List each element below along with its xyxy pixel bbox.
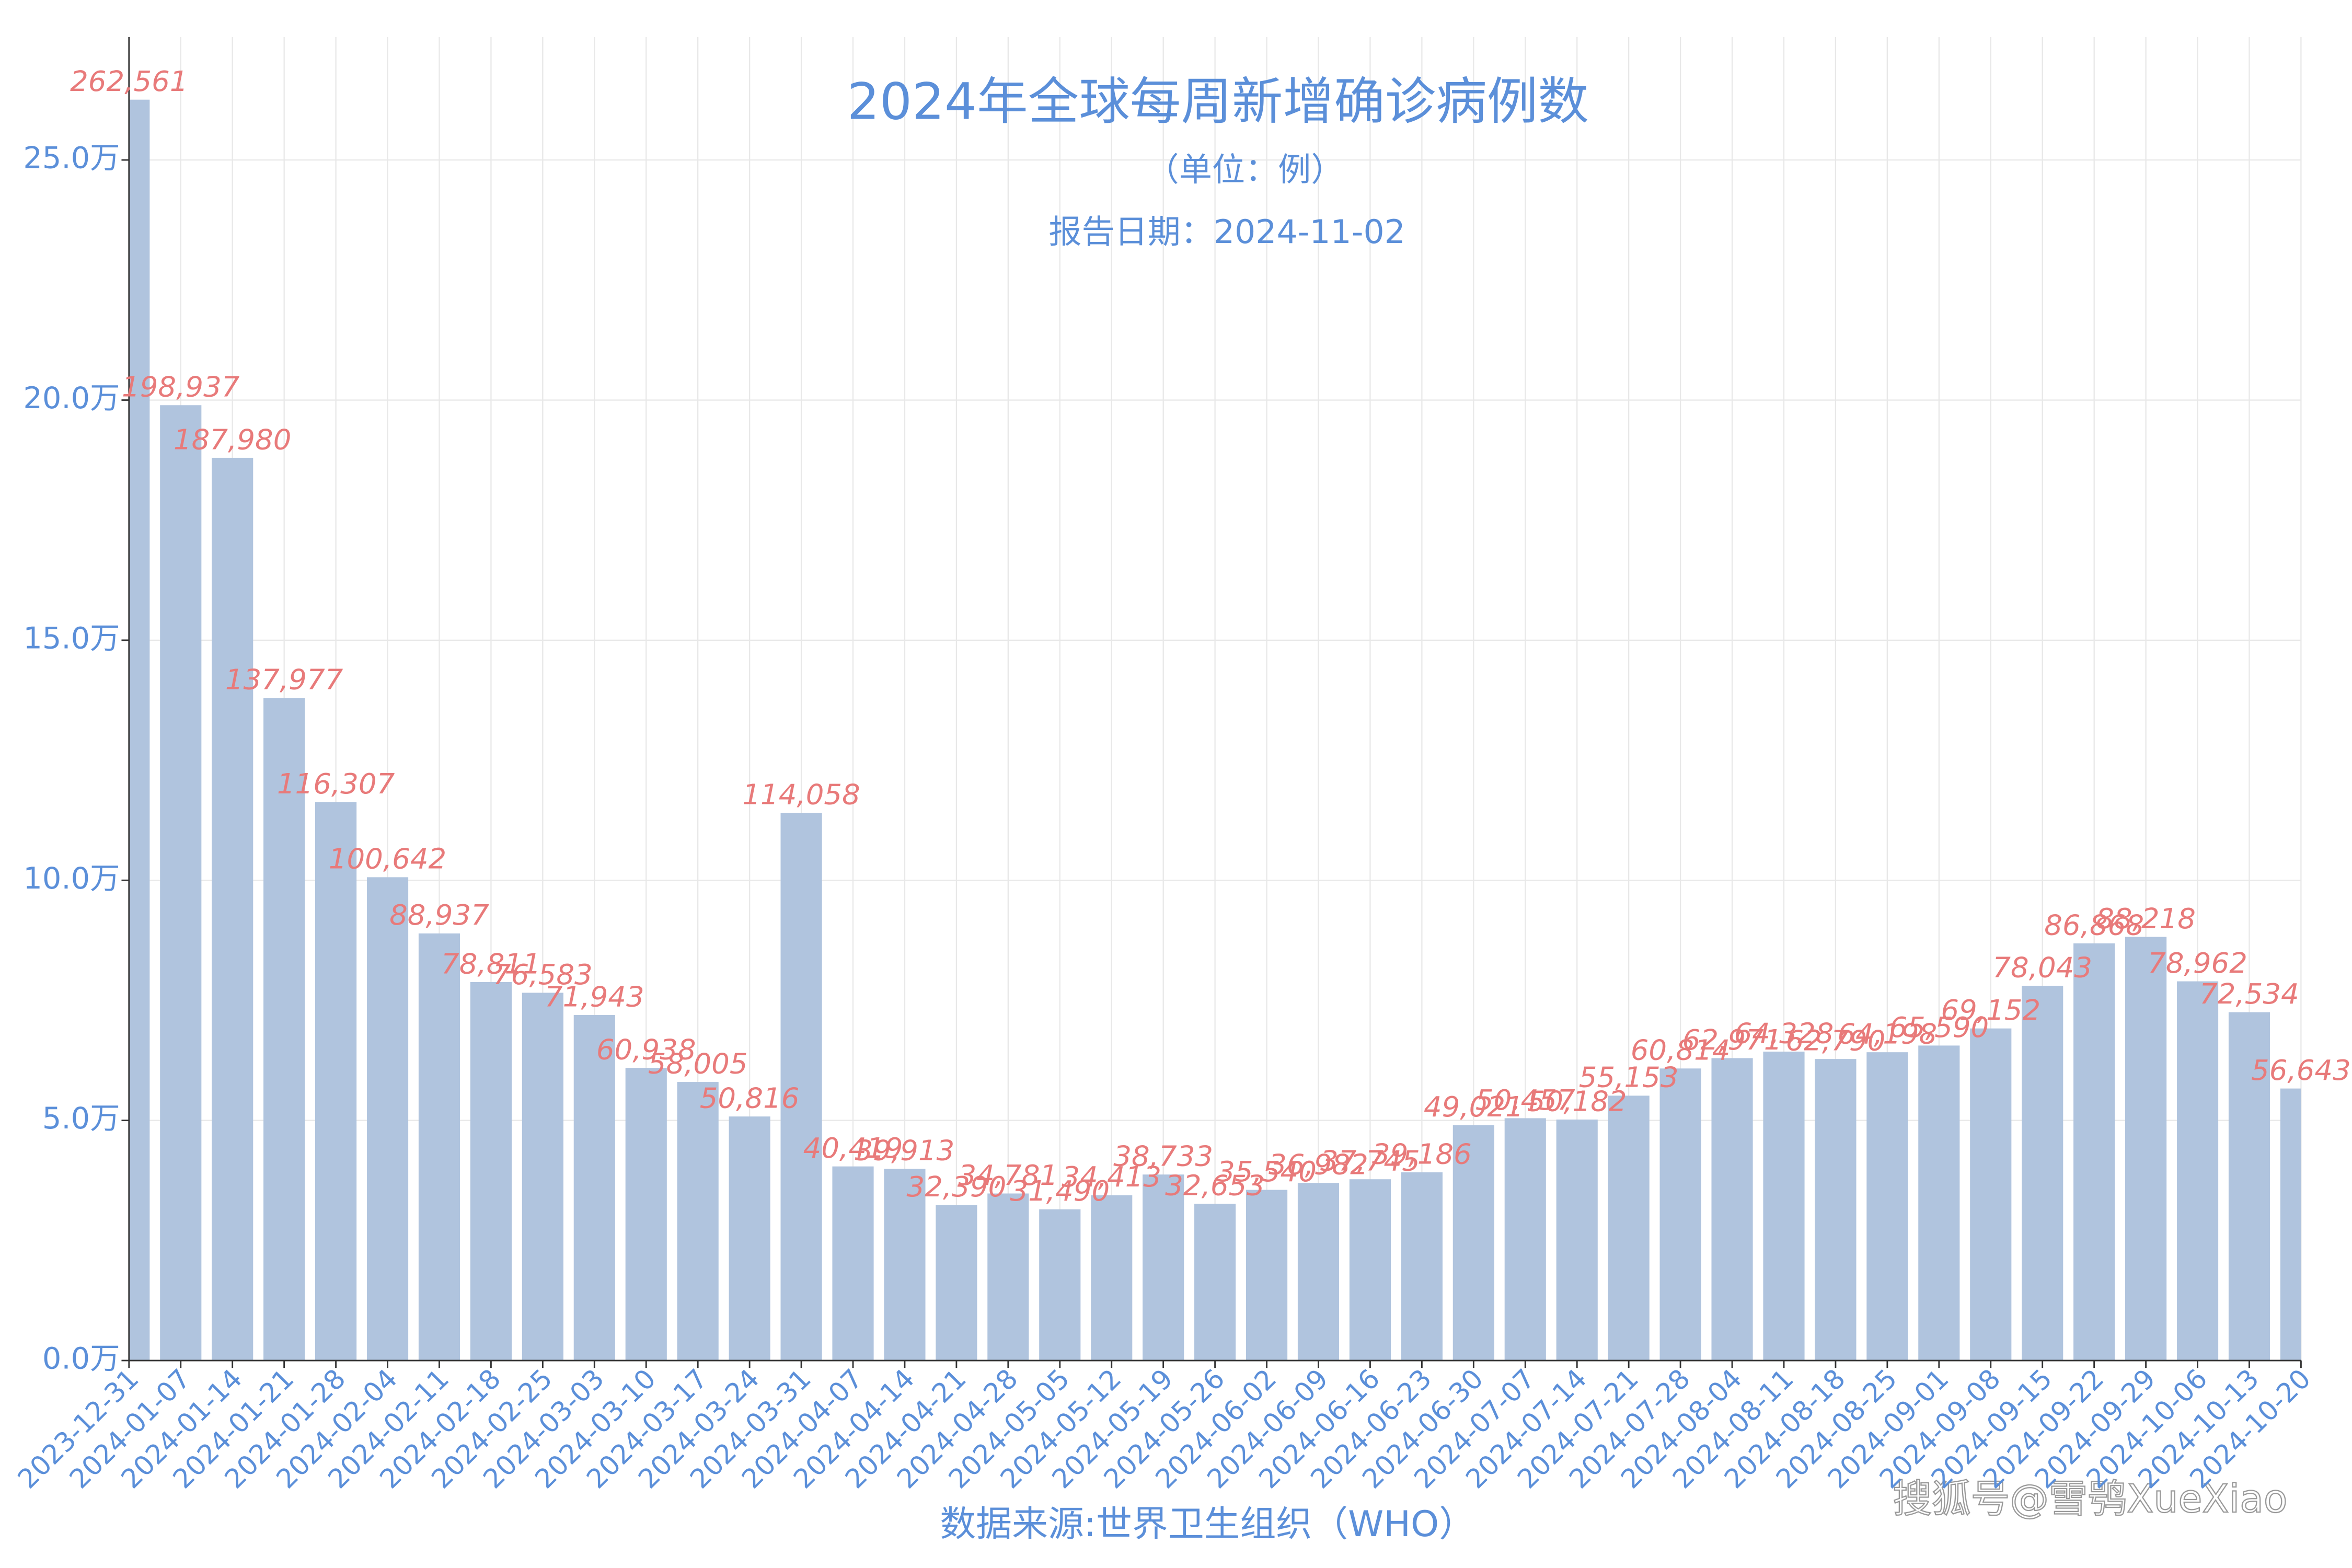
data-label: 64,198 — [1838, 1018, 1938, 1051]
bar — [1039, 1209, 1081, 1361]
watermark: 搜狐号@雪鸮XueXiao — [1893, 1477, 2287, 1521]
bar — [2228, 1012, 2270, 1361]
data-label: 32,653 — [1165, 1169, 1265, 1202]
bar — [129, 99, 150, 1361]
bar — [1401, 1172, 1443, 1361]
bar — [2022, 985, 2063, 1361]
bar — [1556, 1119, 1598, 1361]
data-label: 60,814 — [1631, 1034, 1731, 1067]
y-tick-label: 10.0万 — [23, 861, 120, 896]
bar — [2125, 937, 2167, 1361]
y-tick-label: 20.0万 — [23, 381, 120, 416]
bar — [1659, 1068, 1701, 1361]
bar — [2176, 981, 2219, 1361]
bar — [1866, 1052, 1908, 1361]
data-label: 65,590 — [1889, 1011, 1989, 1044]
data-label: 88,218 — [2096, 902, 2196, 935]
data-label: 78,962 — [2148, 947, 2247, 979]
data-label: 35,540 — [1217, 1155, 1317, 1188]
data-label: 39,186 — [1372, 1138, 1472, 1171]
data-label: 78,811 — [441, 948, 541, 981]
bar — [1194, 1204, 1236, 1361]
y-tick-label: 5.0万 — [42, 1101, 120, 1136]
data-label: 187,980 — [174, 423, 291, 456]
bar — [1918, 1045, 1960, 1361]
bar — [1349, 1179, 1391, 1361]
data-label: 34,413 — [1062, 1161, 1161, 1194]
data-label: 55,153 — [1579, 1061, 1679, 1094]
bar — [729, 1116, 770, 1361]
data-label: 76,583 — [493, 958, 593, 991]
data-label: 62,971 — [1682, 1023, 1782, 1056]
bar — [212, 457, 253, 1361]
data-label: 37,745 — [1320, 1145, 1420, 1178]
data-label: 64,328 — [1734, 1017, 1834, 1050]
data-label: 116,307 — [277, 767, 395, 800]
y-tick-label: 0.0万 — [42, 1342, 120, 1376]
y-tick-label: 15.0万 — [23, 621, 120, 656]
bar — [884, 1169, 926, 1361]
data-label: 62,790 — [1786, 1024, 1886, 1057]
report-date: 报告日期：2024-11-02 — [1048, 213, 1405, 251]
bar — [1763, 1051, 1805, 1361]
data-label: 88,937 — [389, 899, 489, 932]
bar — [470, 982, 512, 1361]
bar — [987, 1193, 1029, 1361]
bar — [418, 933, 460, 1361]
bar — [780, 813, 822, 1361]
bar — [1143, 1174, 1184, 1361]
data-label: 198,937 — [122, 371, 239, 403]
data-label: 78,043 — [1992, 951, 2092, 984]
bar — [522, 993, 563, 1361]
bar — [2280, 1088, 2301, 1361]
y-tick-label: 25.0万 — [23, 141, 120, 176]
data-label: 58,005 — [648, 1047, 748, 1080]
data-label: 32,390 — [907, 1170, 1007, 1203]
data-label: 86,868 — [2044, 909, 2144, 942]
bar — [677, 1082, 719, 1361]
data-label: 50,182 — [1527, 1085, 1627, 1118]
bar — [1091, 1195, 1133, 1361]
bar — [936, 1205, 977, 1361]
bar — [1815, 1059, 1857, 1361]
data-label: 72,534 — [2199, 977, 2299, 1010]
chart-subtitle: （单位：例） — [1146, 151, 1344, 189]
data-label: 69,152 — [1941, 994, 2040, 1027]
data-label: 262,561 — [70, 65, 188, 98]
data-label: 71,943 — [545, 981, 644, 1013]
bar — [1297, 1183, 1340, 1361]
data-label: 39,913 — [855, 1134, 955, 1167]
bars — [129, 99, 2301, 1361]
bar — [1452, 1125, 1494, 1361]
data-label: 114,058 — [742, 778, 860, 811]
data-label: 34,781 — [958, 1159, 1058, 1192]
bar — [1608, 1096, 1650, 1361]
data-label: 137,977 — [225, 663, 343, 696]
data-label: 56,643 — [2251, 1054, 2351, 1087]
bar — [1711, 1058, 1753, 1361]
bar — [315, 802, 357, 1361]
data-label: 50,816 — [700, 1082, 800, 1115]
bar — [625, 1068, 667, 1361]
x-axis-label: 数据来源:世界卫生组织（WHO） — [940, 1503, 1475, 1545]
bar — [1504, 1118, 1546, 1361]
data-label: 38,733 — [1113, 1140, 1213, 1173]
bar — [366, 877, 409, 1361]
bar — [2073, 943, 2115, 1361]
bar — [1970, 1028, 2012, 1361]
data-label: 49,021 — [1424, 1090, 1524, 1123]
data-label: 100,642 — [329, 843, 446, 875]
bar — [573, 1015, 615, 1361]
bar — [832, 1166, 874, 1361]
bar — [263, 698, 305, 1361]
bar — [1246, 1190, 1288, 1361]
data-label: 36,982 — [1269, 1148, 1368, 1181]
data-label: 60,938 — [596, 1033, 696, 1066]
data-label: 31,490 — [1010, 1174, 1110, 1207]
data-label: 40,419 — [803, 1132, 903, 1165]
chart-title: 2024年全球每周新增确诊病例数 — [847, 72, 1589, 131]
bar — [160, 405, 202, 1361]
data-label: 50,457 — [1475, 1083, 1575, 1116]
